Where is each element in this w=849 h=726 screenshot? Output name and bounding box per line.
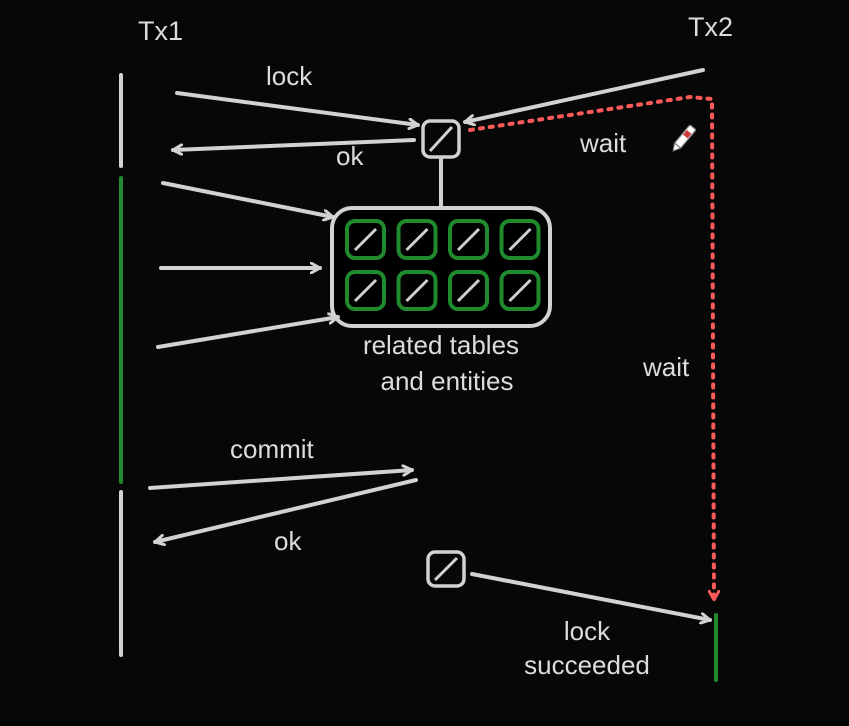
tx1-label: Tx1: [138, 16, 183, 46]
ok-label-first: ok: [336, 141, 364, 171]
entity-square-icon: [499, 270, 541, 311]
entity-group-box: [330, 206, 552, 328]
lock-arrow: [175, 91, 420, 125]
tx2-lock-request-arrow: [463, 68, 705, 122]
pencil-cursor-icon: [672, 124, 697, 152]
commit-label: commit: [230, 434, 315, 464]
entity-square-icon: [499, 219, 541, 260]
related-tables-label-line1: related tables: [363, 330, 519, 360]
entity-arrow-top: [161, 181, 335, 217]
entity-square-icon: [345, 219, 386, 260]
commit-arrow: [148, 470, 414, 490]
lock-succeeded-arrow: [470, 572, 712, 620]
wait-label-side: wait: [642, 352, 690, 382]
ok-arrow-first: [171, 138, 416, 150]
lock-succeeded-label-line1: lock: [564, 616, 611, 646]
lock-label: lock: [266, 61, 313, 91]
entity-square-icon: [396, 219, 438, 260]
entity-arrow-bottom: [156, 317, 340, 349]
tx2-label: Tx2: [688, 12, 733, 42]
entity-grid: [345, 219, 541, 311]
entity-square-icon: [396, 270, 438, 311]
wait-label-top: wait: [579, 128, 627, 158]
released-lock-square-icon: [426, 550, 466, 588]
entity-square-icon: [345, 270, 386, 311]
related-tables-label-line2: and entities: [381, 366, 514, 396]
ok-label-second: ok: [274, 526, 302, 556]
ok-arrow-second: [153, 478, 418, 542]
lock-succeeded-label-line2: succeeded: [524, 650, 650, 680]
wait-path: [468, 94, 714, 602]
entity-square-icon: [448, 219, 489, 260]
lock-square-icon: [421, 119, 461, 159]
entity-square-icon: [448, 270, 489, 311]
